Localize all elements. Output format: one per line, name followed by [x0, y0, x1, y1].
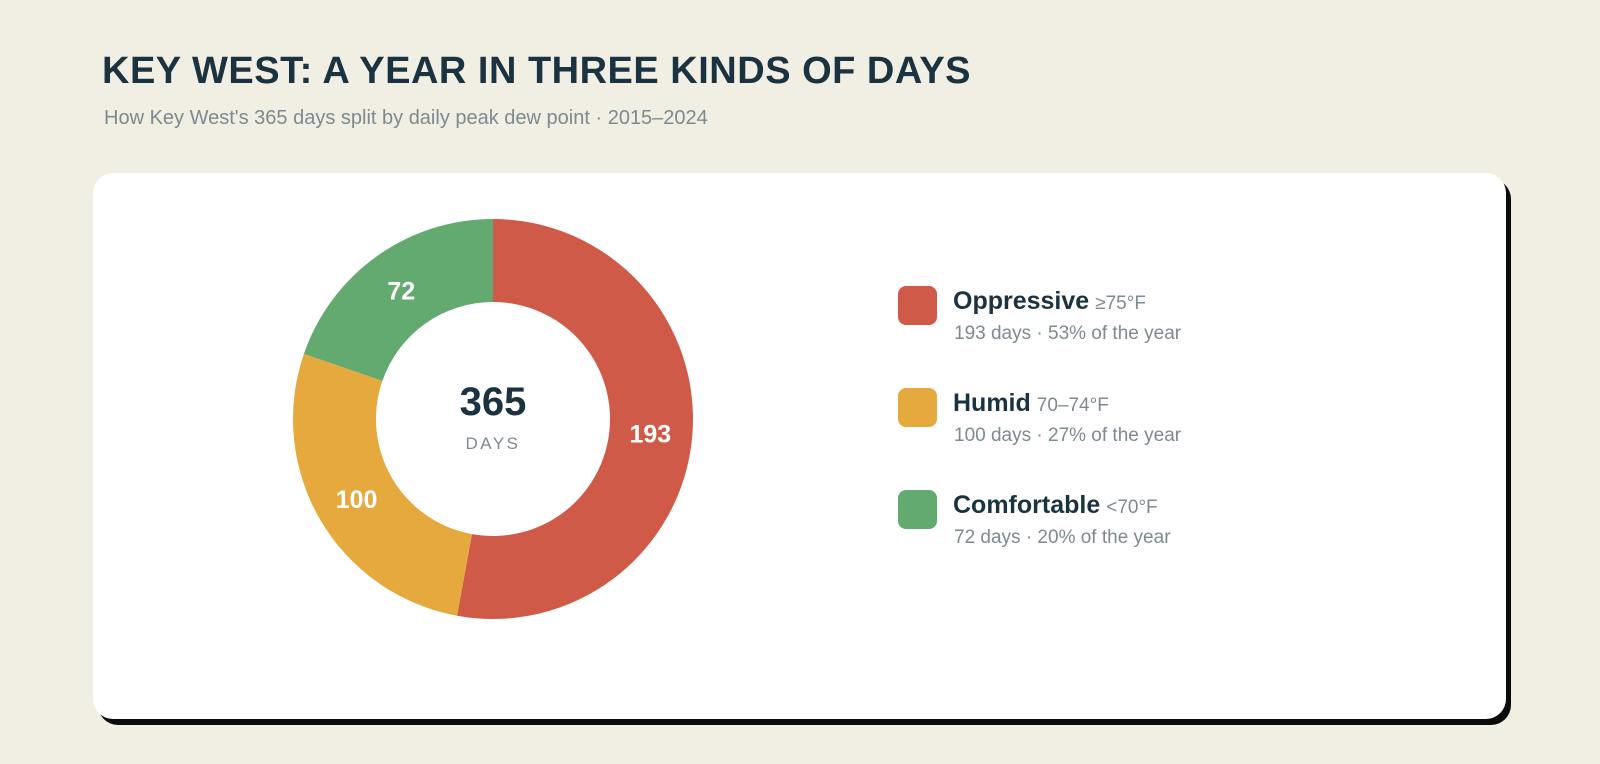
legend-name: Comfortable: [953, 491, 1101, 519]
legend-detail: 100 days · 27% of the year: [954, 425, 1182, 446]
legend-range: <70°F: [1106, 497, 1158, 518]
donut-slice-comfortable: [303, 219, 493, 381]
legend-swatch: [898, 286, 937, 325]
donut-slice-oppressive: [457, 219, 693, 619]
slice-label-humid: 100: [336, 486, 378, 514]
legend-swatch: [898, 388, 937, 427]
slice-label-oppressive: 193: [629, 420, 671, 448]
center-total-value: 365: [460, 380, 527, 424]
chart-title: KEY WEST: A YEAR IN THREE KINDS OF DAYS: [102, 50, 972, 92]
legend-range: 70–74°F: [1036, 395, 1109, 416]
donut-slice-humid: [293, 353, 472, 616]
legend-name: Oppressive: [953, 287, 1090, 315]
slice-label-comfortable: 72: [387, 277, 415, 305]
donut-slice-labels: 193 100 72: [336, 277, 671, 513]
legend-detail: 193 days · 53% of the year: [954, 323, 1182, 344]
donut-chart: 193 100 72 365 DAYS: [293, 219, 693, 619]
legend-name: Humid: [953, 389, 1031, 417]
chart-subtitle: How Key West's 365 days split by daily p…: [104, 107, 708, 129]
legend-range: ≥75°F: [1095, 293, 1146, 314]
center-total-label: DAYS: [465, 434, 520, 453]
chart-card: 193 100 72 365 DAYS Oppressive ≥75°F 193 day…: [93, 173, 1506, 719]
donut-slices: [293, 219, 693, 619]
legend-swatch: [898, 490, 937, 529]
legend-detail: 72 days · 20% of the year: [954, 527, 1171, 548]
